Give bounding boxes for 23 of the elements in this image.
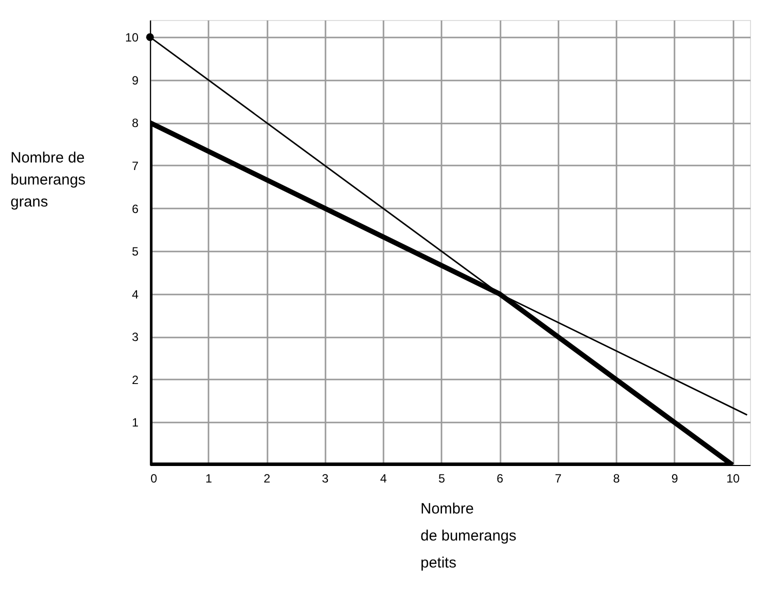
x-tick-label: 10 — [726, 472, 740, 486]
x-tick-label: 0 — [150, 472, 158, 486]
y-tick-label: 4 — [132, 287, 139, 302]
x-tick-label: 4 — [380, 472, 388, 486]
y-tick-label: 10 — [125, 30, 139, 45]
x-tick-label: 7 — [554, 472, 562, 486]
x-tick-label: 9 — [671, 472, 678, 486]
x-tick-label: 6 — [496, 472, 504, 486]
y-tick-label: 3 — [132, 330, 139, 344]
x-tick-label: 8 — [613, 472, 620, 486]
y-tick-label: 8 — [132, 116, 139, 130]
y-tick-label: 9 — [132, 73, 139, 88]
x-tick-label: 3 — [322, 472, 329, 486]
x-axis-title: Nombre de bumerangs petits — [420, 500, 516, 572]
y-tick-label: 2 — [132, 372, 139, 387]
x-tick-label: 1 — [205, 472, 212, 486]
y-tick-label: 5 — [132, 244, 139, 259]
y-tick-label: 7 — [132, 158, 139, 173]
y-tick-label: 1 — [132, 416, 139, 430]
y-tick-label: 6 — [132, 202, 139, 216]
y-axis-title: Nombre de bumerangs grans — [10, 150, 86, 210]
x-tick-label: 5 — [438, 472, 446, 486]
x-tick-label: 2 — [264, 472, 271, 486]
